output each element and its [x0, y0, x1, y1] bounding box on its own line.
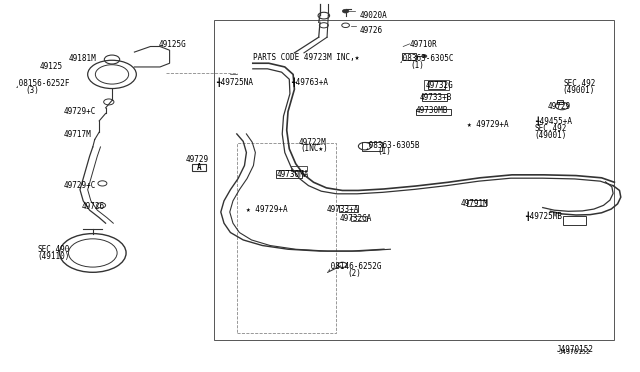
Bar — [416, 109, 451, 115]
Bar — [276, 170, 302, 178]
Text: ╉49763+A: ╉49763+A — [291, 77, 328, 87]
Text: 49732GA: 49732GA — [339, 214, 372, 223]
Text: 49710R: 49710R — [410, 40, 437, 49]
Bar — [192, 164, 206, 171]
Text: (49110): (49110) — [37, 252, 70, 261]
Bar — [351, 216, 367, 221]
Bar — [291, 166, 307, 171]
Text: ★ 49729+A: ★ 49729+A — [246, 205, 288, 214]
Text: 49726: 49726 — [82, 202, 105, 211]
Text: (1): (1) — [378, 147, 392, 156]
Text: 49729+C: 49729+C — [64, 107, 97, 116]
Text: SEC.490: SEC.490 — [37, 246, 70, 254]
Bar — [557, 100, 563, 104]
Text: 49726: 49726 — [360, 26, 383, 35]
Text: ¸08156-6252F: ¸08156-6252F — [14, 78, 70, 87]
Text: 49729: 49729 — [547, 102, 570, 110]
Text: J4970152: J4970152 — [557, 345, 594, 354]
Text: 49020A: 49020A — [360, 11, 387, 20]
Bar — [563, 216, 586, 225]
Text: 49732G: 49732G — [426, 81, 453, 90]
Text: (49001): (49001) — [534, 131, 567, 140]
Text: ╉49725MB: ╉49725MB — [525, 212, 562, 221]
Bar — [467, 200, 486, 206]
Bar — [422, 94, 447, 101]
Bar — [214, 20, 614, 340]
Bar — [237, 143, 336, 333]
Text: 49125: 49125 — [40, 62, 63, 71]
Text: (3): (3) — [26, 86, 40, 94]
Bar — [339, 205, 358, 212]
Text: ¸08363-6305B: ¸08363-6305B — [365, 140, 420, 149]
Text: (49001): (49001) — [563, 86, 595, 95]
Text: ★ 49729+A: ★ 49729+A — [467, 120, 509, 129]
Bar — [402, 53, 416, 60]
Bar — [424, 80, 449, 90]
Text: 49717M: 49717M — [64, 130, 92, 139]
Text: 49730MB: 49730MB — [415, 106, 448, 115]
Text: ╉49455+A: ╉49455+A — [535, 116, 572, 126]
Text: ¸08146-6252G: ¸08146-6252G — [326, 262, 382, 270]
Text: 49125G: 49125G — [159, 40, 186, 49]
Text: (1): (1) — [410, 61, 424, 70]
Text: 49733+B: 49733+B — [419, 93, 452, 102]
Text: SEC.492: SEC.492 — [534, 124, 567, 133]
Circle shape — [342, 9, 349, 13]
Text: (2): (2) — [347, 269, 361, 278]
Bar — [428, 81, 445, 89]
Text: 49729+C: 49729+C — [64, 181, 97, 190]
Bar — [362, 142, 382, 151]
Text: 49181M: 49181M — [69, 54, 97, 63]
Text: 49730MA: 49730MA — [276, 170, 309, 179]
Text: PARTS CODE 49723M INC,★: PARTS CODE 49723M INC,★ — [253, 53, 359, 62]
Text: 49729: 49729 — [186, 155, 209, 164]
Text: 49733+A: 49733+A — [326, 205, 359, 214]
Text: ¸08363-6305C: ¸08363-6305C — [398, 53, 454, 62]
Text: 49791M: 49791M — [461, 199, 488, 208]
Text: ╉49725NA: ╉49725NA — [216, 77, 253, 87]
Text: SEC.492: SEC.492 — [563, 79, 596, 88]
Text: 49722M: 49722M — [299, 138, 326, 147]
Text: A: A — [196, 163, 202, 172]
Text: J4970152: J4970152 — [558, 349, 590, 355]
Text: (INC★): (INC★) — [301, 144, 328, 153]
Circle shape — [422, 55, 427, 58]
